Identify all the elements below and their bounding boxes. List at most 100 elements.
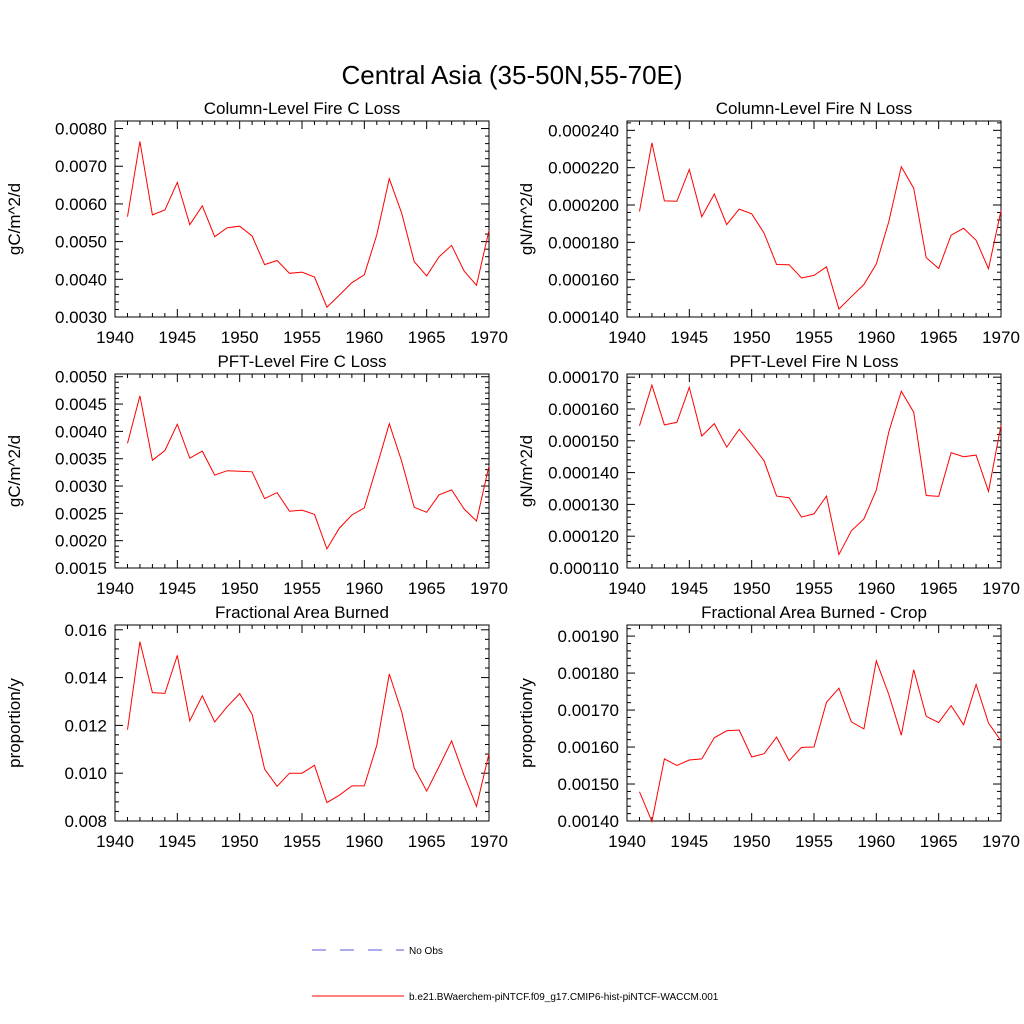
- x-tick-label: 1955: [795, 579, 833, 598]
- y-tick-label: 0.0050: [55, 368, 107, 387]
- y-axis-label: proportion/y: [5, 678, 24, 768]
- series-line: [127, 395, 490, 551]
- y-tick-label: 0.0060: [55, 195, 107, 214]
- x-tick-label: 1970: [982, 328, 1020, 347]
- plot-frame: [114, 624, 490, 822]
- x-tick-label: 1940: [608, 579, 646, 598]
- y-tick-label: 0.000240: [548, 121, 619, 140]
- x-tick-label: 1970: [982, 832, 1020, 851]
- x-tick-label: 1965: [408, 579, 446, 598]
- chart-panel: Fractional Area Burned - Crop proportion/…: [517, 603, 1020, 851]
- x-tick-label: 1960: [345, 579, 383, 598]
- x-tick-label: 1945: [158, 832, 196, 851]
- y-tick-label: 0.014: [64, 669, 107, 688]
- x-tick-label: 1955: [283, 579, 321, 598]
- chart-title: Column-Level Fire N Loss: [716, 99, 913, 118]
- chart-title: PFT-Level Fire N Loss: [729, 352, 898, 371]
- figure-title: Central Asia (35-50N,55-70E): [341, 60, 682, 90]
- y-tick-label: 0.00150: [558, 775, 619, 794]
- x-tick-label: 1955: [283, 328, 321, 347]
- x-tick-label: 1940: [608, 832, 646, 851]
- x-tick-label: 1965: [920, 832, 958, 851]
- x-tick-label: 1945: [158, 579, 196, 598]
- x-tick-label: 1965: [408, 832, 446, 851]
- legend: No Obs b.e21.BWaerchem-piNTCF.f09_g17.CM…: [312, 946, 719, 1003]
- legend-label-no-obs: No Obs: [409, 946, 443, 957]
- series-line: [639, 383, 1002, 557]
- y-tick-label: 0.0080: [55, 120, 107, 139]
- x-tick-label: 1960: [857, 328, 895, 347]
- x-tick-label: 1960: [345, 832, 383, 851]
- y-tick-label: 0.000150: [548, 432, 619, 451]
- plot-frame: [626, 624, 1002, 822]
- x-tick-label: 1950: [733, 328, 771, 347]
- x-tick-label: 1970: [470, 328, 508, 347]
- y-axis-label: gN/m^2/d: [517, 435, 536, 507]
- x-tick-label: 1945: [670, 832, 708, 851]
- x-tick-label: 1965: [920, 328, 958, 347]
- series-line: [127, 141, 490, 309]
- y-tick-label: 0.00140: [558, 812, 619, 831]
- x-tick-label: 1970: [470, 579, 508, 598]
- plot-frame: [626, 120, 1002, 318]
- x-tick-label: 1960: [857, 579, 895, 598]
- y-tick-label: 0.0070: [55, 157, 107, 176]
- x-tick-label: 1950: [221, 328, 259, 347]
- x-tick-label: 1940: [96, 328, 134, 347]
- x-tick-label: 1970: [982, 579, 1020, 598]
- y-axis-label: gC/m^2/d: [5, 183, 24, 255]
- panels: Column-Level Fire C Loss gC/m^2/d 1940 1945…: [5, 99, 1020, 851]
- plot-frame: [626, 373, 1002, 569]
- x-tick-label: 1970: [470, 832, 508, 851]
- y-tick-label: 0.000220: [548, 159, 619, 178]
- y-tick-label: 0.0020: [55, 532, 107, 551]
- series-line: [127, 641, 490, 809]
- y-tick-label: 0.000110: [549, 559, 619, 578]
- chart-panel: PFT-Level Fire N Loss gN/m^2/d 1940 1945 195…: [517, 352, 1020, 598]
- y-tick-label: 0.000170: [548, 368, 619, 387]
- x-tick-label: 1950: [733, 579, 771, 598]
- chart-panel: Column-Level Fire N Loss gN/m^2/d 1940 1945…: [517, 99, 1020, 347]
- chart-panel: PFT-Level Fire C Loss gC/m^2/d 1940 1945 195…: [5, 352, 508, 598]
- y-tick-label: 0.0035: [55, 450, 107, 469]
- series-line: [639, 659, 1002, 824]
- x-tick-label: 1945: [670, 579, 708, 598]
- y-axis-label: gN/m^2/d: [517, 183, 536, 255]
- series-line: [639, 142, 1002, 310]
- x-tick-label: 1955: [795, 832, 833, 851]
- x-tick-label: 1940: [608, 328, 646, 347]
- legend-label-model: b.e21.BWaerchem-piNTCF.f09_g17.CMIP6-his…: [409, 992, 719, 1003]
- chart-title: Fractional Area Burned - Crop: [701, 603, 927, 622]
- y-tick-label: 0.00190: [558, 627, 619, 646]
- y-tick-label: 0.012: [64, 716, 107, 735]
- x-tick-label: 1955: [283, 832, 321, 851]
- y-axis-label: gC/m^2/d: [5, 435, 24, 507]
- y-tick-label: 0.0040: [55, 270, 107, 289]
- y-tick-label: 0.016: [64, 621, 107, 640]
- y-tick-label: 0.008: [64, 812, 107, 831]
- y-tick-label: 0.0045: [55, 395, 107, 414]
- x-tick-label: 1945: [158, 328, 196, 347]
- chart-panel: Fractional Area Burned proportion/y 1940 19…: [5, 603, 508, 851]
- y-tick-label: 0.000130: [548, 495, 619, 514]
- x-tick-label: 1940: [96, 579, 134, 598]
- chart-panel: Column-Level Fire C Loss gC/m^2/d 1940 1945…: [5, 99, 508, 347]
- y-tick-label: 0.0030: [55, 308, 107, 327]
- x-tick-label: 1945: [670, 328, 708, 347]
- y-tick-label: 0.010: [64, 764, 107, 783]
- plot-frame: [114, 373, 490, 569]
- y-tick-label: 0.000120: [548, 527, 619, 546]
- y-tick-label: 0.0030: [55, 477, 107, 496]
- x-tick-label: 1960: [345, 328, 383, 347]
- y-tick-label: 0.00170: [558, 701, 619, 720]
- x-tick-label: 1950: [221, 832, 259, 851]
- x-tick-label: 1940: [96, 832, 134, 851]
- y-axis-label: proportion/y: [517, 678, 536, 768]
- y-tick-label: 0.000140: [548, 308, 619, 327]
- x-tick-label: 1950: [733, 832, 771, 851]
- x-tick-label: 1965: [920, 579, 958, 598]
- y-tick-label: 0.000160: [548, 271, 619, 290]
- plot-frame: [114, 120, 490, 318]
- x-tick-label: 1965: [408, 328, 446, 347]
